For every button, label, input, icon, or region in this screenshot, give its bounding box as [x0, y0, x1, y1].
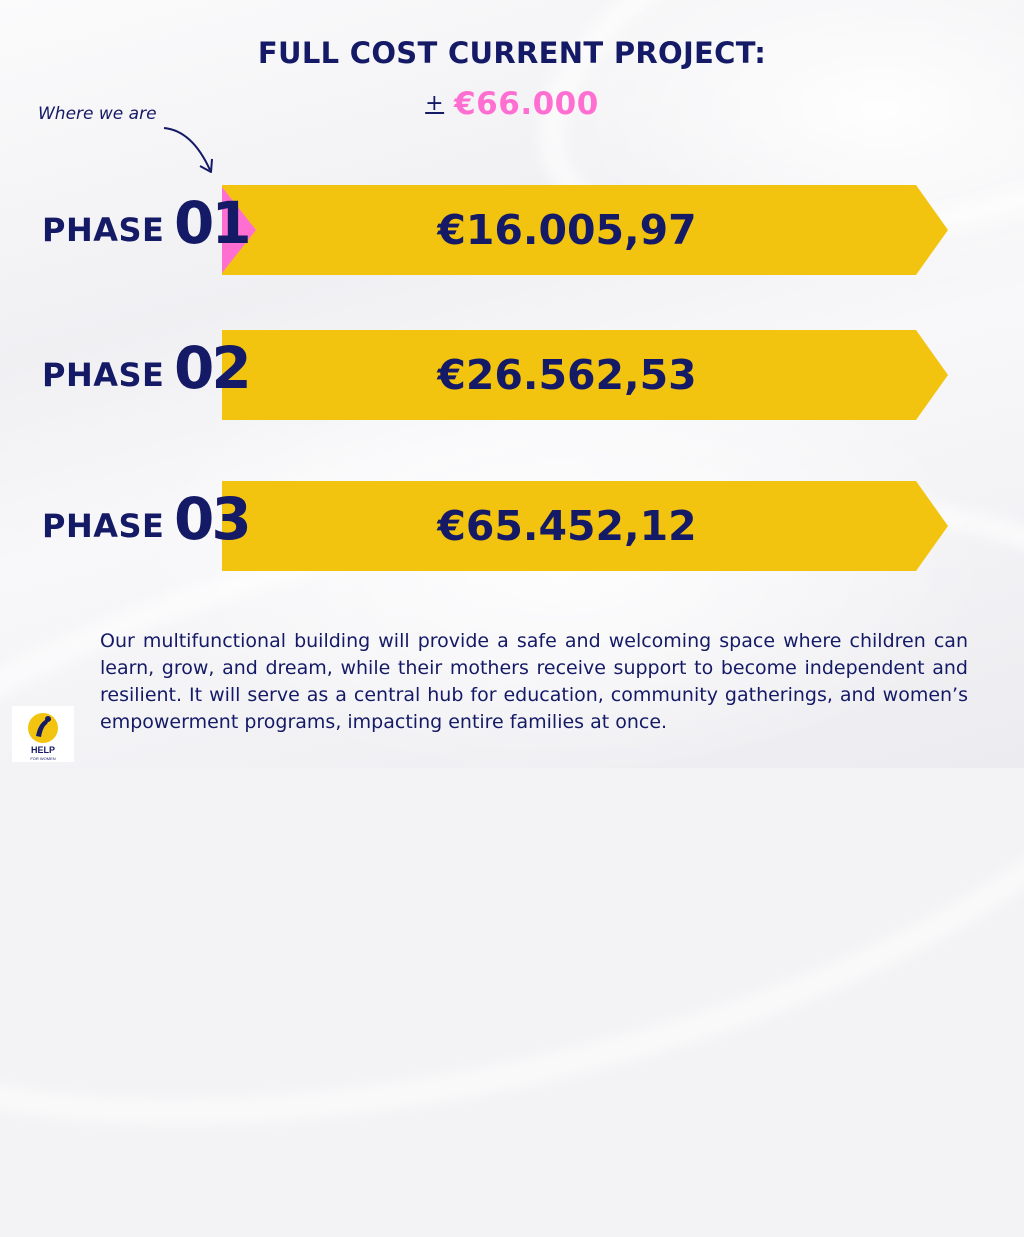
phase-banner: [222, 481, 948, 571]
total-cost: + €66.000: [0, 86, 1024, 122]
phase-number: 02: [174, 334, 252, 402]
help-for-women-logo: HELP FOR WOMEN: [12, 706, 74, 762]
phase-number: 03: [174, 485, 252, 553]
phase-banner: [222, 330, 948, 420]
current-phase-marker: [222, 187, 256, 273]
phase-banner: [222, 185, 948, 275]
phase-amount: €26.562,53: [437, 351, 697, 399]
phase-number: 01: [174, 189, 252, 257]
phase-row-1: PHASE 01 €16.005,97: [0, 185, 1024, 277]
total-cost-value: €66.000: [454, 86, 599, 122]
logo-text: HELP: [31, 745, 55, 755]
where-we-are-label: Where we are: [38, 104, 157, 124]
phase-amount: €65.452,12: [437, 502, 697, 550]
approx-symbol: +: [425, 91, 445, 116]
phase-row-2: PHASE 02 €26.562,53: [0, 330, 1024, 422]
page-title: FULL COST CURRENT PROJECT:: [257, 36, 767, 70]
curved-arrow-icon: [163, 127, 213, 173]
phase-row-3: PHASE 03 €65.452,12: [0, 481, 1024, 573]
phase-label: PHASE: [42, 356, 165, 394]
logo-subtext: FOR WOMEN: [30, 756, 55, 761]
project-description: Our multifunctional building will provid…: [100, 630, 968, 733]
phase-label: PHASE: [42, 507, 165, 545]
phase-label: PHASE: [42, 211, 165, 249]
phase-amount: €16.005,97: [437, 206, 697, 254]
